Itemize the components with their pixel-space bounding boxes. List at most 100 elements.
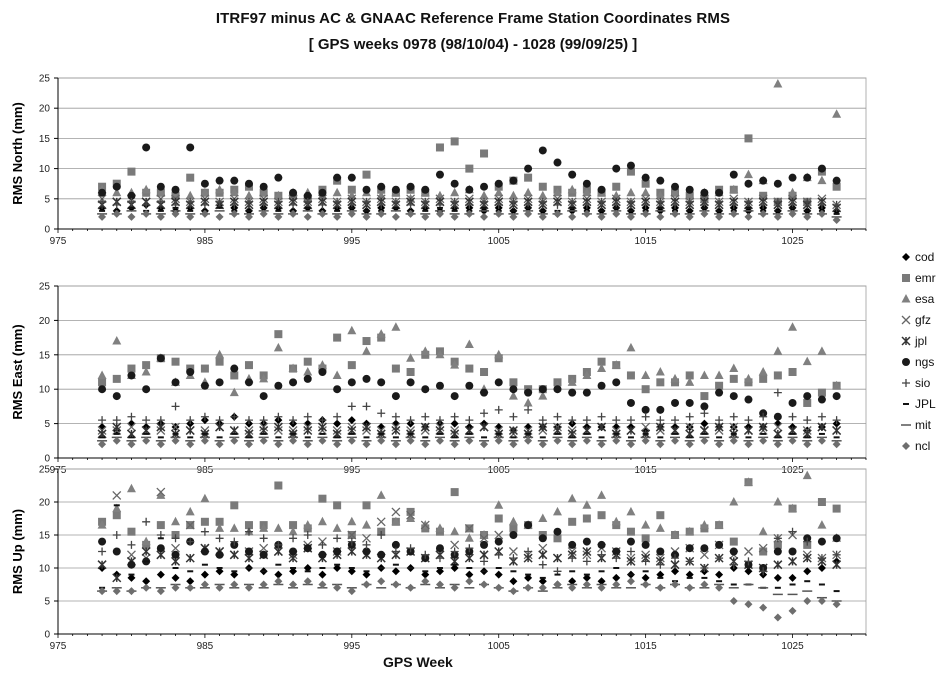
series-ngs xyxy=(98,521,841,572)
point-ngs xyxy=(494,537,503,546)
point-esa xyxy=(185,190,195,200)
point-emr xyxy=(98,378,107,387)
point-ngs xyxy=(215,176,224,185)
point-sio xyxy=(700,409,709,418)
legend-item-esa: esa xyxy=(900,288,946,309)
point-sio xyxy=(289,534,298,543)
point-ngs xyxy=(230,364,239,373)
point-ncl xyxy=(715,440,724,449)
point-esa xyxy=(655,367,665,376)
point-ngs xyxy=(524,388,533,397)
point-sio xyxy=(582,416,591,425)
point-ngs xyxy=(200,381,209,390)
point-sio xyxy=(509,554,518,563)
point-ngs xyxy=(803,392,812,401)
series-ncl xyxy=(98,209,841,224)
point-esa xyxy=(435,523,445,532)
point-ngs xyxy=(127,191,136,200)
point-gfz xyxy=(171,543,180,553)
point-esa xyxy=(611,360,621,369)
series-esa xyxy=(97,470,842,546)
x-tick-label: 975 xyxy=(50,641,67,652)
point-ncl xyxy=(729,597,738,605)
point-cod xyxy=(612,573,621,582)
legend-marker-emr xyxy=(902,273,910,282)
point-jpl xyxy=(597,422,607,432)
point-ncl xyxy=(832,440,841,449)
point-gfz xyxy=(420,520,430,530)
point-emr xyxy=(803,398,812,407)
point-sio xyxy=(715,416,724,425)
point-ncl xyxy=(112,436,121,445)
point-sio xyxy=(465,416,474,425)
diamond-grey-icon xyxy=(902,441,910,450)
point-ncl xyxy=(480,212,489,221)
point-ngs xyxy=(186,143,195,152)
point-gfz xyxy=(479,533,489,543)
point-ncl xyxy=(274,440,283,449)
point-sio xyxy=(817,554,826,563)
point-ngs xyxy=(494,179,503,188)
legend-item-emr: emr xyxy=(900,267,946,288)
point-esa xyxy=(141,536,151,546)
point-gfz xyxy=(171,422,180,432)
point-sio xyxy=(274,412,283,421)
x-tick-label: 1005 xyxy=(488,236,511,247)
point-sio xyxy=(538,416,547,425)
point-ncl xyxy=(406,209,415,218)
point-sio xyxy=(127,412,136,421)
point-ncl xyxy=(494,583,503,592)
legend-item-mit: mit xyxy=(900,414,946,435)
point-ncl xyxy=(391,440,400,449)
point-ngs xyxy=(421,185,430,194)
point-jpl xyxy=(97,560,107,570)
point-cod xyxy=(421,570,430,579)
point-emr xyxy=(142,361,151,370)
point-esa xyxy=(259,373,269,383)
point-esa xyxy=(464,339,474,348)
x-tick-label: 995 xyxy=(343,236,360,247)
point-ngs xyxy=(347,173,356,182)
x-tick-label: 1025 xyxy=(781,465,804,476)
plot-frame xyxy=(57,285,867,459)
point-emr xyxy=(230,371,239,380)
point-ngs xyxy=(700,544,709,553)
point-esa xyxy=(141,184,151,194)
legend-label: gfz xyxy=(915,312,932,327)
point-ngs xyxy=(303,544,312,553)
point-esa xyxy=(552,187,562,197)
legend-marker-ngs xyxy=(902,357,910,366)
point-ncl xyxy=(465,209,474,218)
point-sio xyxy=(480,557,489,566)
point-cod xyxy=(685,570,694,579)
point-ngs xyxy=(112,547,121,556)
point-emr xyxy=(230,501,239,510)
point-ngs xyxy=(715,388,724,397)
point-ncl xyxy=(98,212,107,221)
point-ngs xyxy=(171,185,180,194)
point-ncl xyxy=(626,212,635,221)
point-sio xyxy=(450,197,459,206)
y-tick-label: 0 xyxy=(44,225,50,236)
point-esa xyxy=(112,187,122,197)
point-ngs xyxy=(538,385,547,394)
point-ncl xyxy=(289,209,298,218)
point-sio xyxy=(347,402,356,411)
point-cod xyxy=(333,419,342,428)
point-esa xyxy=(376,490,386,499)
point-esa xyxy=(802,356,812,366)
point-ngs xyxy=(215,378,224,387)
point-ncl xyxy=(759,436,768,445)
point-ncl xyxy=(641,209,650,218)
point-ngs xyxy=(612,378,621,387)
point-ngs xyxy=(98,188,107,197)
legend-label: esa xyxy=(915,291,935,306)
point-esa xyxy=(538,513,548,522)
point-ncl xyxy=(612,436,621,445)
point-esa xyxy=(582,187,592,197)
point-ncl xyxy=(435,209,444,218)
point-esa xyxy=(729,363,739,373)
point-emr xyxy=(112,374,121,383)
point-ncl xyxy=(142,436,151,445)
point-sio xyxy=(671,200,680,209)
